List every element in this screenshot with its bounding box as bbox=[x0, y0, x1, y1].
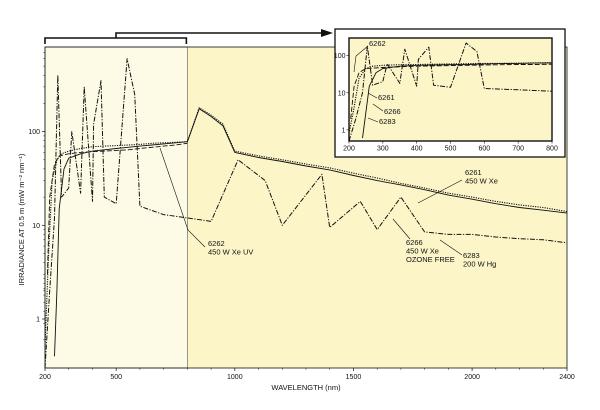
inset-label-6261: 6261 bbox=[378, 93, 395, 102]
inset-label-leader-6283 bbox=[367, 117, 379, 123]
inset-label-6266: 6266 bbox=[384, 107, 401, 116]
arrow-head bbox=[321, 29, 333, 37]
inset-y-tick-label-10: 10 bbox=[338, 90, 346, 97]
series-line-6266 bbox=[54, 108, 568, 357]
inset-x-tick-label-200: 200 bbox=[343, 146, 355, 153]
inset-x-tick-label-500: 500 bbox=[445, 146, 457, 153]
inset-x-tick-label-700: 700 bbox=[512, 146, 524, 153]
inset-label-6262: 6262 bbox=[369, 39, 386, 48]
main-series-group bbox=[44, 58, 568, 369]
inset-ticks: 200 300 400 500 600 700 800 1 10 100 bbox=[334, 53, 558, 152]
annotation-6261-line-1: 450 W Xe bbox=[465, 177, 498, 186]
x-tick-label-2400: 2400 bbox=[559, 374, 575, 381]
annotation-leader-6262 bbox=[159, 147, 206, 248]
highlight-region bbox=[44, 46, 188, 369]
inset-x-tick-label-400: 400 bbox=[411, 146, 423, 153]
x-axis-title: WAVELENGTH (nm) bbox=[271, 383, 341, 392]
inset-x-tick-label-300: 300 bbox=[377, 146, 389, 153]
x-tick-label-1500: 1500 bbox=[346, 374, 362, 381]
inset-x-tick-label-800: 800 bbox=[546, 146, 558, 153]
inset-y-tick-label-100: 100 bbox=[334, 53, 346, 60]
series-line-6262 bbox=[350, 63, 553, 119]
inset-label-leader-6266 bbox=[372, 103, 384, 112]
inset-label-6283: 6283 bbox=[379, 117, 396, 126]
x-tick-label-200: 200 bbox=[39, 374, 51, 381]
x-tick-label-1000: 1000 bbox=[227, 374, 243, 381]
bracket-line bbox=[44, 37, 188, 44]
inset-y-tick-label-1: 1 bbox=[342, 127, 346, 134]
arrow-line bbox=[115, 32, 322, 38]
y-tick-label-1: 1 bbox=[36, 317, 40, 324]
annotation-leader-6266 bbox=[392, 218, 411, 240]
inset-label-leader-6261 bbox=[367, 92, 378, 99]
series-line-6266 bbox=[362, 62, 553, 139]
y-tick-label-100: 100 bbox=[28, 129, 40, 136]
y-tick-label-10: 10 bbox=[32, 223, 40, 230]
annotation-6266-line-1: 450 W Xe bbox=[406, 247, 439, 256]
annotation-6266-line-2: OZONE FREE bbox=[406, 255, 455, 264]
inset-label-leader-6262 bbox=[353, 45, 369, 73]
inset-chart: 200 300 400 500 600 700 800 1 10 100 6262 6261 6266… bbox=[334, 28, 566, 158]
annotation-6261-line-0: 6261 bbox=[465, 168, 482, 177]
annotation-6266-line-0: 6266 bbox=[406, 238, 423, 247]
series-line-6283 bbox=[44, 58, 568, 369]
zoom-bracket bbox=[44, 29, 333, 44]
inset-x-tick-label-600: 600 bbox=[478, 146, 490, 153]
annotation-6262-line-0: 6262 bbox=[208, 239, 225, 248]
x-tick-label-500: 500 bbox=[110, 374, 122, 381]
annotation-6283-line-1: 200 W Hg bbox=[463, 260, 496, 269]
y-axis-title: IRRADIANCE AT 0.5 m (mW m⁻² nm⁻¹) bbox=[17, 153, 26, 285]
x-tick-label-2000: 2000 bbox=[464, 374, 480, 381]
annotation-leader-6261 bbox=[417, 179, 463, 204]
annotation-6262-line-1: 450 W Xe UV bbox=[208, 248, 253, 257]
annotation-6283-line-0: 6283 bbox=[463, 251, 480, 260]
annotation-leader-6283 bbox=[439, 239, 463, 256]
